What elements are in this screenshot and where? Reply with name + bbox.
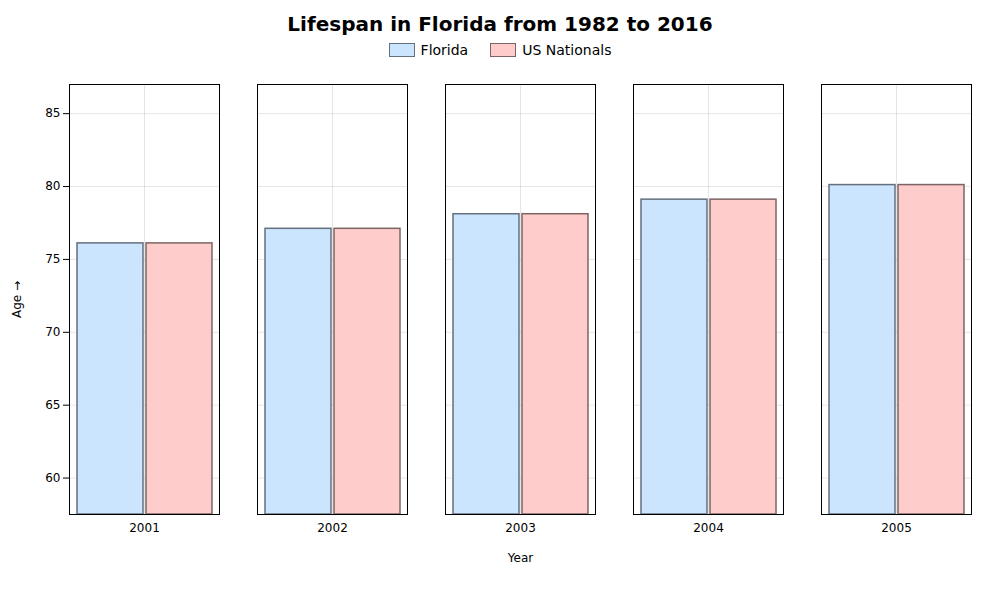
html-text:Lifespan in Florida from 1982: Lifespan in Florida from 1982 to 2016: [287, 12, 713, 36]
svg-text:2001: 2001: [129, 521, 160, 535]
svg-text:Age →: Age →: [10, 281, 24, 318]
svg-text:75: 75: [45, 252, 60, 266]
html-text:US Nationals: US Nationals: [522, 42, 612, 58]
svg-text:2004: 2004: [693, 521, 724, 535]
svg-text:2005: 2005: [881, 521, 912, 535]
svg-text:60: 60: [45, 471, 60, 485]
html-text:Florida: Florida: [420, 42, 469, 58]
svg-text:85: 85: [45, 106, 60, 120]
svg-text:Year: Year: [507, 551, 533, 565]
svg-text:2002: 2002: [317, 521, 348, 535]
svg-text:2003: 2003: [505, 521, 536, 535]
svg-text:65: 65: [45, 398, 60, 412]
svg-text:80: 80: [45, 179, 60, 193]
svg-text:70: 70: [45, 325, 60, 339]
